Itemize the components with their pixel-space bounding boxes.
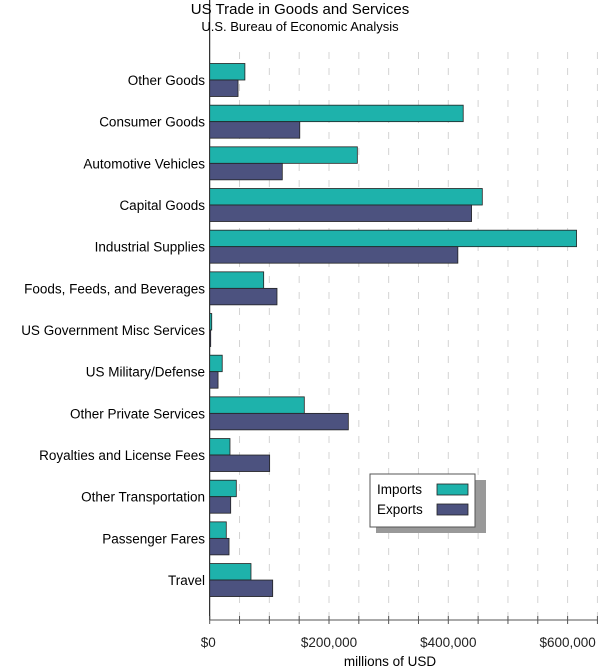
x-tick-label: $400,000 (420, 635, 476, 650)
bar-exports (209, 246, 459, 264)
bar-imports (209, 354, 223, 373)
bar-exports (209, 454, 271, 472)
category-label: Other Goods (128, 73, 206, 88)
bar-exports (209, 79, 239, 97)
chart-title: US Trade in Goods and Services (190, 1, 410, 18)
bar-imports (209, 104, 464, 123)
x-axis-label: millions of USD (344, 654, 437, 669)
category-label: Automotive Vehicles (83, 156, 205, 171)
bar-exports (209, 496, 232, 514)
bar-exports (209, 371, 219, 389)
bar-exports (209, 162, 283, 181)
bar-exports (209, 412, 349, 431)
bar-imports (209, 479, 237, 498)
bar-imports (209, 313, 213, 331)
bar-exports (209, 329, 212, 347)
category-label: Capital Goods (119, 198, 205, 213)
category-label: Other Transportation (81, 490, 205, 505)
bar-imports (209, 229, 577, 248)
bar-imports (209, 146, 358, 164)
bar-imports (209, 271, 265, 289)
legend-label: Exports (377, 502, 423, 517)
category-label: Travel (168, 573, 205, 588)
category-label: Other Private Services (70, 406, 205, 421)
bar-exports (209, 121, 301, 139)
x-tick-label: $0 (201, 635, 216, 650)
bar-imports (209, 63, 246, 81)
category-label: Foods, Feeds, and Beverages (24, 281, 205, 296)
category-label: Passenger Fares (102, 531, 205, 546)
x-tick-label: $600,000 (539, 635, 595, 650)
x-tick-label: $200,000 (301, 635, 357, 650)
bar-imports (209, 188, 483, 206)
bar-imports (209, 396, 305, 414)
category-label: Industrial Supplies (95, 240, 206, 255)
bar-imports (209, 563, 252, 581)
bar-exports (209, 579, 274, 597)
legend-swatch (436, 483, 469, 496)
bar-exports (209, 537, 230, 556)
legend-label: Imports (377, 482, 422, 497)
chart-subtitle: U.S. Bureau of Economic Analysis (201, 19, 399, 34)
legend-swatch (436, 503, 469, 516)
category-label: US Military/Defense (86, 365, 205, 380)
category-label: Consumer Goods (99, 115, 205, 130)
bar-exports (209, 204, 472, 222)
legend-box (369, 473, 476, 528)
bar-exports (209, 287, 278, 306)
bar-imports (209, 438, 231, 456)
category-label: US Government Misc Services (21, 323, 205, 338)
bar-imports (209, 521, 227, 539)
category-label: Royalties and License Fees (39, 448, 205, 463)
